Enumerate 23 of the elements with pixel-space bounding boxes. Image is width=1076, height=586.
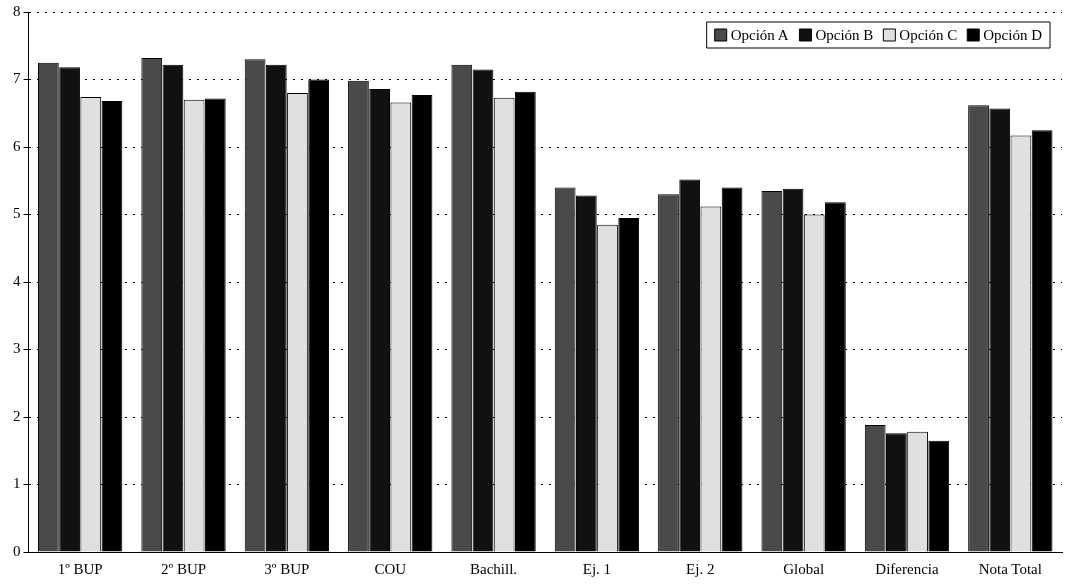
x-tick-label: Nota Total (978, 560, 1042, 577)
legend-label: Opción D (983, 26, 1043, 43)
x-tick-label: COU (374, 560, 407, 577)
y-tick-label: 6 (13, 137, 21, 154)
y-tick-label: 5 (13, 205, 21, 222)
x-tick-label: Global (783, 560, 825, 577)
y-tick-label: 7 (13, 70, 21, 87)
legend-label: Opción C (899, 26, 958, 43)
x-tick-label: 2º BUP (160, 560, 207, 577)
y-tick-label: 0 (13, 542, 21, 559)
x-tick-label: 1º BUP (57, 560, 103, 577)
y-tick-label: 4 (13, 272, 21, 289)
y-tick-label: 3 (13, 340, 21, 357)
y-tick-label: 2 (13, 407, 21, 424)
x-tick-label: Ej. 1 (582, 560, 612, 577)
x-tick-label: Bachill. (470, 560, 518, 577)
x-tick-label: Diferencia (875, 560, 939, 577)
x-tick-label: 3º BUP (264, 560, 310, 577)
legend-label: Opción B (815, 26, 874, 43)
x-tick-label: Ej. 2 (686, 560, 715, 577)
legend-label: Opción A (730, 26, 789, 43)
y-tick-label: 1 (13, 475, 21, 492)
y-tick-label: 8 (13, 2, 21, 19)
